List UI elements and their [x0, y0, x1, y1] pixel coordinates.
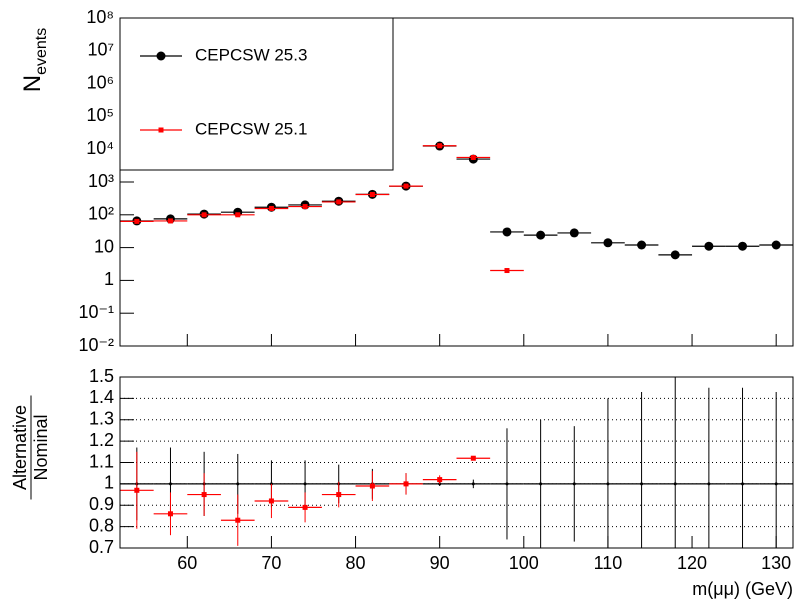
marker	[504, 268, 510, 274]
marker	[704, 241, 714, 251]
marker	[572, 482, 576, 486]
marker	[303, 482, 307, 486]
marker	[437, 143, 443, 149]
x-tick-label: 100	[509, 553, 539, 573]
y-tick-label: 1.3	[89, 409, 114, 429]
marker	[403, 481, 409, 487]
y-tick-label: 1	[104, 473, 114, 493]
marker	[168, 482, 172, 486]
marker	[707, 482, 711, 486]
marker	[536, 230, 546, 240]
x-axis-label: m(μμ) (GeV)	[692, 579, 793, 599]
x-tick-label: 80	[346, 553, 366, 573]
marker	[369, 483, 375, 489]
x-tick-label: 70	[261, 553, 281, 573]
marker	[336, 199, 342, 205]
marker	[670, 250, 680, 260]
marker	[471, 482, 475, 486]
y-axis-label-main: N	[19, 75, 46, 92]
marker	[201, 492, 207, 498]
y-tick-label: 0.7	[89, 537, 114, 557]
y-tick-label: 10⁻²	[78, 335, 114, 355]
y-tick-label: 1.1	[89, 451, 114, 471]
marker	[235, 212, 241, 218]
y-tick-label: 1	[104, 269, 114, 289]
y-tick-label: 0.8	[89, 515, 114, 535]
plot-frame	[119, 17, 794, 347]
marker	[505, 482, 509, 486]
y-tick-label: 10⁻¹	[78, 302, 114, 322]
y-tick-label: 10⁴	[86, 138, 114, 158]
legend-label: CEPCSW 25.1	[195, 119, 307, 138]
marker	[673, 482, 677, 486]
marker	[134, 487, 140, 493]
marker	[302, 204, 308, 210]
marker	[268, 205, 274, 211]
y-tick-label: 10⁸	[86, 7, 114, 27]
y-tick-label: 10	[94, 236, 114, 256]
y-tick-label: 1.4	[89, 387, 114, 407]
marker	[539, 482, 543, 486]
marker	[741, 482, 745, 486]
marker	[302, 504, 308, 510]
x-tick-label: 60	[177, 553, 197, 573]
y-tick-label: 10⁵	[87, 105, 114, 125]
marker	[403, 183, 409, 189]
y-tick-label: 10⁶	[87, 72, 114, 92]
y-tick-label: 10²	[88, 204, 114, 224]
marker	[235, 517, 241, 523]
y-tick-label: 10⁷	[87, 40, 114, 60]
marker	[201, 212, 207, 218]
y-tick-label: 1.5	[89, 366, 114, 386]
x-tick-label: 90	[430, 553, 450, 573]
marker	[167, 511, 173, 517]
y-axis-label: Nevents	[19, 28, 50, 92]
marker	[640, 482, 644, 486]
marker	[606, 482, 610, 486]
legend-marker	[158, 127, 164, 133]
marker	[502, 227, 512, 237]
marker	[134, 218, 140, 224]
x-tick-label: 110	[594, 553, 623, 573]
marker	[771, 240, 781, 250]
marker	[569, 228, 579, 238]
y-axis-label-sub: events	[33, 28, 50, 75]
marker	[774, 482, 778, 486]
y-tick-label: 10³	[88, 171, 114, 191]
marker	[603, 238, 613, 248]
legend-box	[119, 17, 394, 171]
y-tick-label: 0.9	[89, 494, 114, 514]
y-tick-label: 1.2	[89, 430, 114, 450]
marker	[236, 482, 240, 486]
x-tick-label: 130	[761, 553, 791, 573]
plot-frame	[119, 376, 794, 549]
marker	[336, 492, 342, 498]
x-tick-label: 120	[677, 553, 707, 573]
legend-label: CEPCSW 25.3	[195, 45, 307, 64]
marker	[268, 498, 274, 504]
marker	[369, 191, 375, 197]
marker	[738, 241, 748, 251]
y-axis-label-num: Alternative	[10, 405, 30, 490]
y-axis-label-den: Nominal	[31, 414, 51, 480]
marker	[470, 154, 476, 160]
marker	[167, 218, 173, 224]
marker	[437, 477, 443, 483]
legend-marker	[156, 51, 166, 61]
marker	[637, 240, 647, 250]
marker	[470, 455, 476, 461]
